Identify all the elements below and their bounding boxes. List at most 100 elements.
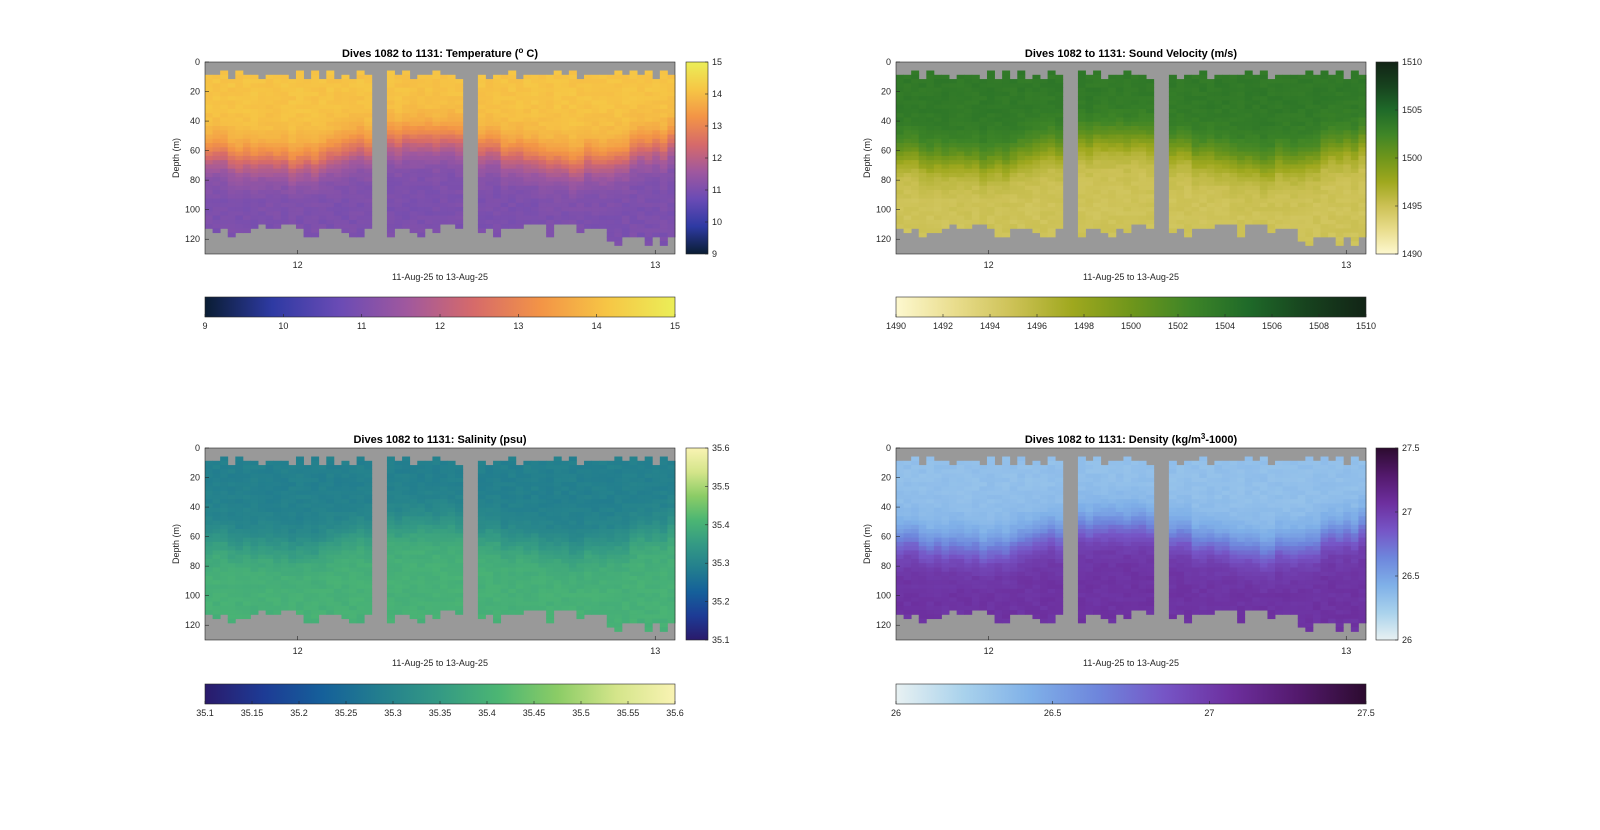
data-cell bbox=[1214, 96, 1223, 101]
data-cell bbox=[1312, 147, 1321, 152]
data-cell bbox=[1358, 211, 1367, 216]
data-cell bbox=[212, 138, 221, 144]
data-cell bbox=[1191, 219, 1200, 225]
data-cell bbox=[568, 147, 577, 152]
data-cell bbox=[1290, 83, 1299, 88]
data-cell bbox=[318, 593, 327, 598]
data-cell bbox=[652, 96, 661, 101]
data-cell bbox=[341, 83, 350, 88]
data-cell bbox=[1024, 155, 1033, 161]
data-cell bbox=[1259, 134, 1268, 140]
data-cell bbox=[1320, 108, 1329, 114]
data-cell bbox=[212, 516, 221, 521]
data-cell bbox=[1343, 104, 1352, 110]
data-cell bbox=[1275, 194, 1284, 199]
data-cell bbox=[652, 134, 661, 140]
data-cell bbox=[1077, 232, 1086, 238]
data-cell bbox=[273, 74, 282, 80]
data-cell bbox=[273, 138, 282, 144]
data-cell bbox=[341, 198, 350, 204]
data-cell bbox=[1138, 147, 1147, 152]
data-cell bbox=[568, 181, 577, 187]
data-cell bbox=[326, 113, 335, 118]
data-cell bbox=[1108, 215, 1117, 221]
data-cell bbox=[1199, 83, 1208, 88]
data-cell bbox=[614, 168, 623, 174]
data-cell bbox=[288, 130, 297, 135]
data-cell bbox=[1328, 91, 1337, 97]
data-cell bbox=[591, 83, 600, 88]
data-cell bbox=[979, 117, 988, 123]
data-cell bbox=[1100, 172, 1109, 178]
data-cell bbox=[599, 134, 608, 140]
data-cell bbox=[1358, 228, 1367, 234]
data-cell bbox=[1108, 117, 1117, 123]
data-cell bbox=[941, 113, 950, 118]
data-cell bbox=[447, 121, 456, 127]
data-cell bbox=[235, 87, 244, 93]
data-cell bbox=[1358, 126, 1367, 131]
data-cell bbox=[911, 215, 920, 221]
data-cell bbox=[326, 601, 335, 607]
data-cell bbox=[455, 215, 464, 221]
data-cell bbox=[212, 164, 221, 170]
data-cell bbox=[659, 228, 668, 234]
data-cell bbox=[432, 194, 441, 199]
data-cell bbox=[918, 87, 927, 93]
data-cell bbox=[1335, 215, 1344, 221]
data-cell bbox=[568, 138, 577, 144]
data-cell bbox=[644, 155, 653, 161]
data-cell bbox=[1282, 121, 1291, 127]
data-cell bbox=[986, 164, 995, 170]
data-cell bbox=[1320, 96, 1329, 101]
data-cell bbox=[1244, 151, 1253, 157]
data-cell bbox=[1168, 160, 1177, 165]
y-tick-label: 40 bbox=[881, 116, 891, 126]
data-cell bbox=[941, 185, 950, 191]
data-cell bbox=[477, 224, 486, 229]
data-cell bbox=[273, 96, 282, 101]
data-cell bbox=[667, 172, 676, 178]
data-cell bbox=[1335, 134, 1344, 140]
data-cell bbox=[1032, 91, 1041, 97]
data-cell bbox=[341, 151, 350, 157]
data-cell bbox=[1115, 134, 1124, 140]
data-cell bbox=[1047, 155, 1056, 161]
data-cell bbox=[303, 503, 312, 509]
data-cell bbox=[235, 550, 244, 556]
data-cell bbox=[568, 160, 577, 165]
data-cell bbox=[941, 147, 950, 152]
data-cell bbox=[1168, 219, 1177, 225]
data-cell bbox=[1138, 143, 1147, 148]
data-cell bbox=[235, 503, 244, 509]
data-cell bbox=[644, 164, 653, 170]
data-cell bbox=[644, 143, 653, 148]
data-cell bbox=[212, 524, 221, 530]
data-cell bbox=[1297, 164, 1306, 170]
data-cell bbox=[644, 207, 653, 212]
data-cell bbox=[591, 198, 600, 204]
data-cell bbox=[1305, 194, 1314, 199]
data-cell bbox=[1350, 190, 1359, 195]
data-cell bbox=[235, 181, 244, 187]
data-cell bbox=[949, 172, 958, 178]
data-cell bbox=[1138, 211, 1147, 216]
data-cell bbox=[1168, 215, 1177, 221]
data-cell bbox=[242, 520, 251, 526]
data-cell bbox=[903, 134, 912, 140]
data-cell bbox=[447, 96, 456, 101]
data-cell bbox=[288, 576, 297, 581]
data-cell bbox=[1002, 190, 1011, 195]
data-cell bbox=[432, 70, 441, 76]
data-cell bbox=[1146, 211, 1155, 216]
data-cell bbox=[1002, 104, 1011, 110]
data-cell bbox=[364, 198, 373, 204]
data-cell bbox=[1214, 130, 1223, 135]
data-cell bbox=[941, 96, 950, 101]
data-cell bbox=[235, 610, 244, 615]
data-cell bbox=[1350, 134, 1359, 140]
data-cell bbox=[318, 198, 327, 204]
data-cell bbox=[508, 215, 517, 221]
data-cell bbox=[1040, 190, 1049, 195]
data-cell bbox=[227, 83, 236, 88]
